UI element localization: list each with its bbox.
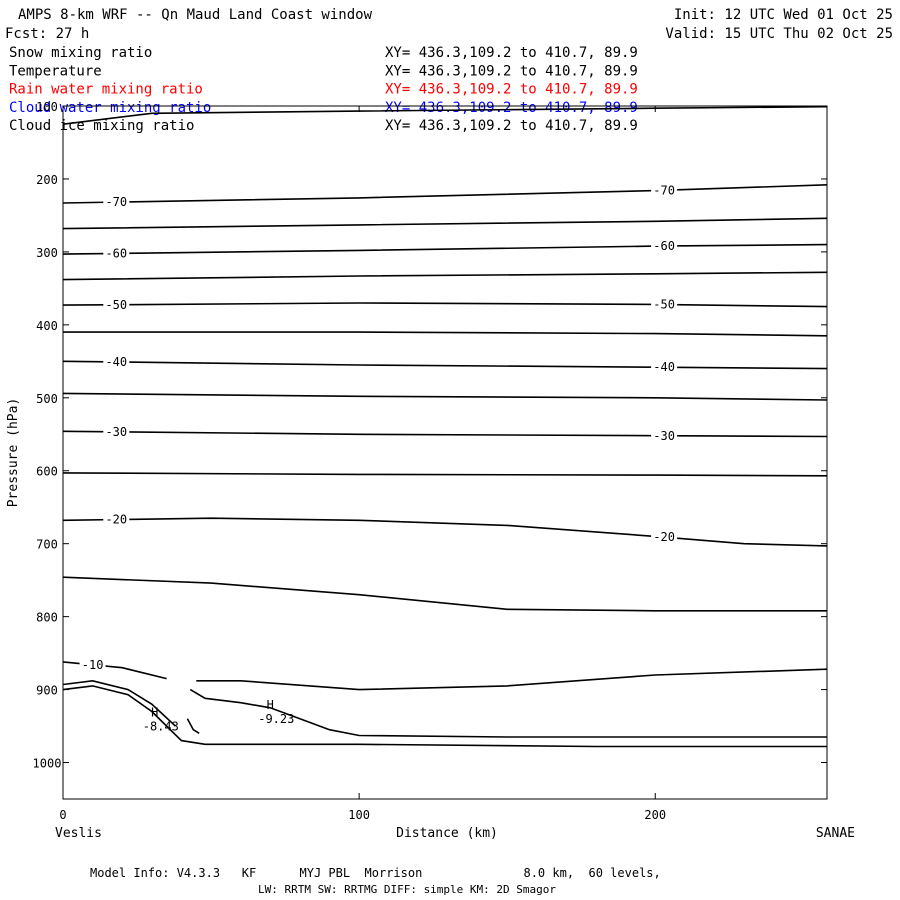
contour-label-bg [651,360,678,375]
temperature-contour [63,661,167,680]
contour-label-bg [103,246,130,261]
contour-label: -50 [105,298,127,312]
plot-frame [62,105,828,800]
temperature-contour [63,184,827,204]
contour-label-bg [103,354,130,369]
contour-label: -60 [105,246,127,260]
field-coordinates: XY= 436.3,109.2 to 410.7, 89.9 [385,100,638,116]
contour-label-bg [79,657,106,672]
y-tick-label: 500 [36,392,58,406]
contour-label: -70 [653,183,675,197]
right-endpoint-label: SANAE [816,826,855,841]
field-coordinates: XY= 436.3,109.2 to 410.7, 89.9 [385,45,638,61]
temperature-contour [63,472,827,477]
temperature-contour [63,360,827,370]
temperature-contour [63,302,827,308]
x-tick-label: 200 [644,808,666,822]
field-name: Cloud water mixing ratio [9,100,211,116]
field-coordinates: XY= 436.3,109.2 to 410.7, 89.9 [385,63,638,79]
temperature-contour [63,243,827,255]
temperature-contour [63,271,827,281]
field-name: Temperature [9,63,102,79]
left-endpoint-label: Veslis [55,826,102,841]
x-tick-label: 100 [348,808,370,822]
temperature-contour [63,576,827,612]
temperature-contour [63,685,827,748]
field-name: Snow mixing ratio [9,45,152,61]
contour-label: -20 [653,530,675,544]
contour-label: -30 [105,425,127,439]
contour-label-bg [103,424,130,439]
high-marker: H [151,705,158,719]
model-info-line-1: Model Info: V4.3.3 KF MYJ PBL Morrison 8… [90,866,661,880]
extremum-value: -8.43 [143,719,179,733]
contour-label-bg [651,183,678,198]
valid-time: Valid: 15 UTC Thu 02 Oct 25 [665,26,893,42]
contour-label: -10 [82,658,104,672]
contour-label: -40 [105,355,127,369]
field-coordinates: XY= 436.3,109.2 to 410.7, 89.9 [385,82,638,98]
temperature-contour [63,106,827,125]
y-tick-label: 100 [36,100,58,114]
temperature-contour [189,688,827,738]
y-axis-label: Pressure (hPa) [6,398,21,508]
contour-label: -40 [653,360,675,374]
temperature-contour [196,668,827,691]
x-tick-label: 0 [59,808,66,822]
field-name: Rain water mixing ratio [9,82,203,98]
y-tick-label: 600 [36,465,58,479]
contour-label-bg [651,297,678,312]
contour-label-bg [103,297,130,312]
temperature-contour [63,430,827,438]
forecast-hour: Fcst: 27 h [5,26,89,42]
y-tick-label: 400 [36,319,58,333]
contour-label: -70 [105,195,127,209]
high-marker: H [267,698,274,712]
contour-label-bg [651,530,678,545]
temperature-contour [186,718,200,734]
y-tick-label: 700 [36,538,58,552]
y-tick-label: 800 [36,611,58,625]
temperature-contour [63,392,827,401]
contour-label: -20 [105,513,127,527]
contour-label: -30 [653,429,675,443]
y-tick-label: 1000 [33,757,62,771]
chart-title: AMPS 8-km WRF -- Qn Maud Land Coast wind… [18,7,373,23]
contour-label-bg [651,428,678,443]
y-tick-label: 300 [36,246,58,260]
contour-label-bg [103,512,130,527]
model-info-line-2: LW: RRTM SW: RRTMG DIFF: simple KM: 2D S… [258,883,556,896]
temperature-contour [63,679,177,727]
contour-label: -60 [653,239,675,253]
x-axis-label: Distance (km) [396,826,498,841]
contour-label-bg [103,195,130,210]
field-coordinates: XY= 436.3,109.2 to 410.7, 89.9 [385,118,638,134]
field-name: Cloud ice mixing ratio [9,118,194,134]
contour-label-bg [651,238,678,253]
extremum-value: -9.23 [258,712,294,726]
temperature-contour [63,217,827,230]
temperature-contour [63,517,827,547]
contour-label: -50 [653,298,675,312]
y-tick-label: 200 [36,173,58,187]
init-time: Init: 12 UTC Wed 01 Oct 25 [674,7,893,23]
y-tick-label: 900 [36,684,58,698]
temperature-contour [63,331,827,337]
